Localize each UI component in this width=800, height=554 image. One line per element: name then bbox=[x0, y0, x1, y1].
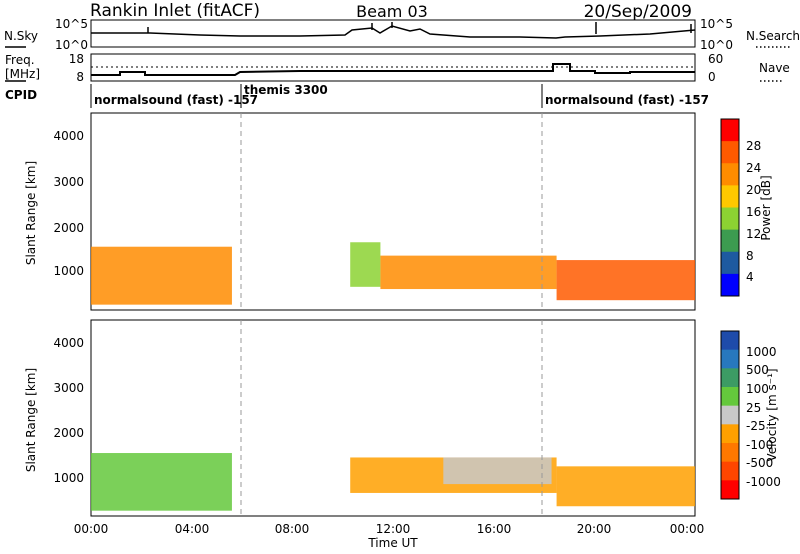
freq-right-tick-bottom: 0 bbox=[708, 70, 716, 84]
velocity-colorbar-tick: 500 bbox=[746, 363, 769, 377]
power-colorbar-cell bbox=[721, 119, 739, 142]
power-colorbar-tick: 12 bbox=[746, 227, 761, 241]
power-colorbar-frame bbox=[720, 118, 740, 297]
velocity-colorbar-cell bbox=[721, 443, 739, 463]
velocity-ylabel: Slant Range [km] bbox=[24, 368, 38, 472]
power-colorbar-cell bbox=[721, 163, 739, 186]
velocity-ytick-label: 2000 bbox=[53, 426, 84, 440]
cpid-mode-1: normalsound (fast) -157 bbox=[94, 93, 258, 107]
power-ylabel: Slant Range [km] bbox=[24, 161, 38, 265]
power-colorbar-tick: 20 bbox=[746, 183, 761, 197]
xtick-label: 08:00 bbox=[275, 522, 310, 536]
velocity-colorbar-cell bbox=[721, 461, 739, 481]
velocity-colorbar-tick: 25 bbox=[746, 401, 761, 415]
noise-panel bbox=[90, 19, 696, 48]
freq-left-label-1: Freq. bbox=[5, 53, 35, 67]
power-panel-frame bbox=[90, 112, 696, 311]
date-title: 20/Sep/2009 bbox=[584, 2, 692, 22]
velocity-panel: 1000 2000 3000 4000 Slant Range [km] bbox=[24, 319, 696, 517]
velocity-colorbar-frame bbox=[720, 330, 740, 500]
freq-trace bbox=[91, 63, 695, 76]
cpid-label: CPID bbox=[5, 88, 37, 102]
power-colorbar-cell bbox=[721, 251, 739, 275]
velocity-colorbar-cell bbox=[721, 480, 739, 500]
power-scatter-region bbox=[380, 255, 557, 290]
power-colorbar-cell bbox=[721, 273, 739, 297]
power-colorbar-tick: 24 bbox=[746, 161, 761, 175]
freq-left-tick-top: 18 bbox=[69, 52, 84, 66]
power-colorbar-tick: 16 bbox=[746, 205, 761, 219]
xtick-label: 20:00 bbox=[577, 522, 612, 536]
noise-right-tick-bottom: 10^0 bbox=[700, 38, 733, 52]
power-ytick-label: 3000 bbox=[53, 175, 84, 189]
power-scatter-region bbox=[556, 260, 695, 301]
velocity-colorbar-tick: 100 bbox=[746, 382, 769, 396]
velocity-colorbar-tick: -100 bbox=[746, 438, 773, 452]
power-ytick-label: 4000 bbox=[53, 129, 84, 143]
velocity-ytick-label: 3000 bbox=[53, 381, 84, 395]
power-colorbar-tick: 28 bbox=[746, 139, 761, 153]
noise-left-tick-bottom: 10^0 bbox=[55, 38, 88, 52]
velocity-panel-frame bbox=[90, 319, 696, 517]
velocity-colorbar-cell bbox=[721, 368, 739, 388]
power-ytick-label: 2000 bbox=[53, 221, 84, 235]
power-colorbar-tick: 8 bbox=[746, 249, 754, 263]
freq-right-tick-top: 60 bbox=[708, 52, 723, 66]
power-panel: 1000 2000 3000 4000 Slant Range [km] bbox=[24, 112, 696, 311]
power-scatter-region bbox=[91, 246, 232, 305]
velocity-colorbar-tick: -1000 bbox=[746, 475, 781, 489]
velocity-colorbar-tick: -500 bbox=[746, 456, 773, 470]
xtick-label: 12:00 bbox=[376, 522, 411, 536]
xtick-label: 00:00 bbox=[74, 522, 109, 536]
power-ytick-label: 1000 bbox=[53, 264, 84, 278]
noise-trace bbox=[91, 25, 696, 39]
station-title: Rankin Inlet (fitACF) bbox=[90, 1, 260, 21]
velocity-scatter-region bbox=[443, 457, 552, 485]
velocity-colorbar-cell bbox=[721, 424, 739, 444]
noise-right-tick-top: 10^5 bbox=[700, 17, 733, 31]
velocity-colorbar-tick: -25 bbox=[746, 419, 766, 433]
freq-left-label-2: [MHz] bbox=[5, 67, 40, 81]
velocity-colorbar-label: Velocity [m s⁻¹] bbox=[765, 368, 779, 461]
power-colorbar-tick: 4 bbox=[746, 270, 754, 284]
velocity-colorbar: 1000 500 100 25 -25 -100 -500 -1000 Velo… bbox=[720, 330, 781, 500]
cpid-mode-3: normalsound (fast) -157 bbox=[545, 93, 709, 107]
velocity-ytick-label: 1000 bbox=[53, 471, 84, 485]
freq-right-label: Nave bbox=[759, 61, 790, 75]
xlabel: Time UT bbox=[367, 536, 418, 550]
velocity-colorbar-cell bbox=[721, 331, 739, 351]
power-colorbar: 28 24 20 16 12 8 4 Power [dB] bbox=[720, 118, 773, 297]
power-colorbar-cell bbox=[721, 229, 739, 253]
xtick-label: 00:00 bbox=[670, 522, 705, 536]
xtick-label: 16:00 bbox=[477, 522, 512, 536]
velocity-colorbar-cell bbox=[721, 349, 739, 369]
noise-left-tick-top: 10^5 bbox=[55, 17, 88, 31]
velocity-colorbar-cell bbox=[721, 405, 739, 425]
beam-title: Beam 03 bbox=[356, 2, 428, 21]
velocity-colorbar-cell bbox=[721, 387, 739, 407]
velocity-scatter-region bbox=[91, 453, 232, 511]
noise-left-label: N.Sky bbox=[4, 29, 38, 43]
xtick-label: 04:00 bbox=[175, 522, 210, 536]
velocity-colorbar-tick: 1000 bbox=[746, 345, 777, 359]
power-colorbar-cell bbox=[721, 207, 739, 231]
freq-left-tick-bottom: 8 bbox=[76, 70, 84, 84]
cpid-mode-2: themis 3300 bbox=[244, 83, 328, 97]
velocity-scatter-region bbox=[556, 466, 695, 507]
power-colorbar-cell bbox=[721, 141, 739, 164]
velocity-ytick-label: 4000 bbox=[53, 336, 84, 350]
noise-right-label: N.Search bbox=[746, 29, 800, 43]
power-colorbar-cell bbox=[721, 185, 739, 208]
power-colorbar-label: Power [dB] bbox=[759, 175, 773, 240]
power-scatter-region bbox=[350, 242, 381, 287]
